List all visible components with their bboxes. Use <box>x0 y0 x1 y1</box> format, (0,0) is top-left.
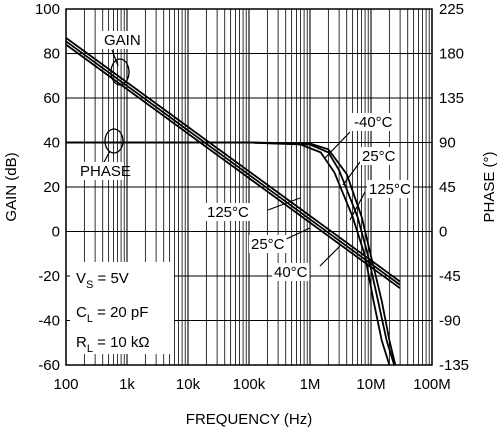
annotation-background <box>352 113 398 131</box>
x-axis-title: FREQUENCY (Hz) <box>186 411 312 428</box>
annotation-label: 25°C <box>362 148 396 165</box>
annotation-label: 25°C <box>251 236 285 253</box>
conditions-background <box>70 262 174 354</box>
gain-tick-label: 60 <box>43 90 60 107</box>
series-lines <box>65 37 401 366</box>
annotation-background <box>205 203 251 221</box>
annotation-label: GAIN <box>104 32 141 49</box>
annotation-leader <box>349 191 366 221</box>
phase-tick-label: -90 <box>439 313 461 330</box>
gain-tick-label: 80 <box>43 46 60 63</box>
x-tick-label: 100M <box>413 376 451 393</box>
phase-curve <box>66 141 391 366</box>
annotation-label: 125°C <box>369 181 411 198</box>
condition-label: VS = 5V <box>76 270 129 291</box>
phase-tick-label: 0 <box>439 224 447 241</box>
phase-callout-ellipse <box>104 128 124 154</box>
phase-tick-label: 135 <box>439 90 464 107</box>
phase-tick-label: 225 <box>439 1 464 18</box>
gain-curve <box>65 40 401 286</box>
annotation-background <box>367 180 413 198</box>
annotation-background <box>249 235 287 253</box>
gain-tick-label: 40 <box>43 135 60 152</box>
x-tick-label: 10M <box>356 376 385 393</box>
gain-tick-label: -40 <box>38 313 60 330</box>
phase-tick-label: 90 <box>439 135 456 152</box>
y-axis-title-left: GAIN (dB) <box>3 152 20 221</box>
test-conditions: VS = 5V CL = 20 pF RL = 10 kΩ <box>70 262 174 355</box>
gain-tick-label: 100 <box>35 1 60 18</box>
annotation-leader <box>267 197 301 211</box>
x-tick-label: 100 <box>53 376 78 393</box>
annotation-leader <box>111 49 119 67</box>
x-tick-label: 1k <box>119 376 135 393</box>
x-tick-label: 1M <box>300 376 321 393</box>
annotation-leader <box>102 150 111 165</box>
annotation-background <box>102 31 140 49</box>
phase-tick-label: 45 <box>439 179 456 196</box>
gain-curve <box>65 37 401 283</box>
annotation-leaders <box>102 49 366 267</box>
annotation-leader <box>319 245 341 267</box>
annotation-leader <box>342 161 361 186</box>
annotation-label: PHASE <box>80 163 131 180</box>
phase-tick-label: -45 <box>439 268 461 285</box>
condition-label: CL = 20 pF <box>76 304 148 325</box>
annotation-leader <box>324 131 351 159</box>
annotation-label: -40°C <box>354 114 393 131</box>
annotation-label: 125°C <box>207 204 249 221</box>
plot-frame <box>65 8 433 366</box>
annotation-label: 40°C <box>274 264 308 281</box>
gain-tick-label: 20 <box>43 179 60 196</box>
tick-labels: 100 1k 10k 100k 1M 10M 100M 100 80 60 40 20 0 -20 -40 -… <box>35 1 469 393</box>
x-tick-label: 100k <box>233 376 266 393</box>
gain-tick-label: 0 <box>52 224 60 241</box>
y-axis-title-right: PHASE (°) <box>481 151 498 222</box>
annotation-background <box>272 263 310 281</box>
gain-callout-ellipse <box>110 58 130 86</box>
phase-tick-label: 180 <box>439 46 464 63</box>
x-tick-label: 10k <box>176 376 201 393</box>
phase-tick-label: -135 <box>439 357 469 374</box>
gain-tick-label: -20 <box>38 268 60 285</box>
condition-label: RL = 10 kΩ <box>76 334 150 355</box>
annotation-leader <box>283 227 311 241</box>
annotation-background <box>360 147 398 165</box>
annotation-background <box>78 162 124 180</box>
gain-tick-label: -60 <box>38 357 60 374</box>
